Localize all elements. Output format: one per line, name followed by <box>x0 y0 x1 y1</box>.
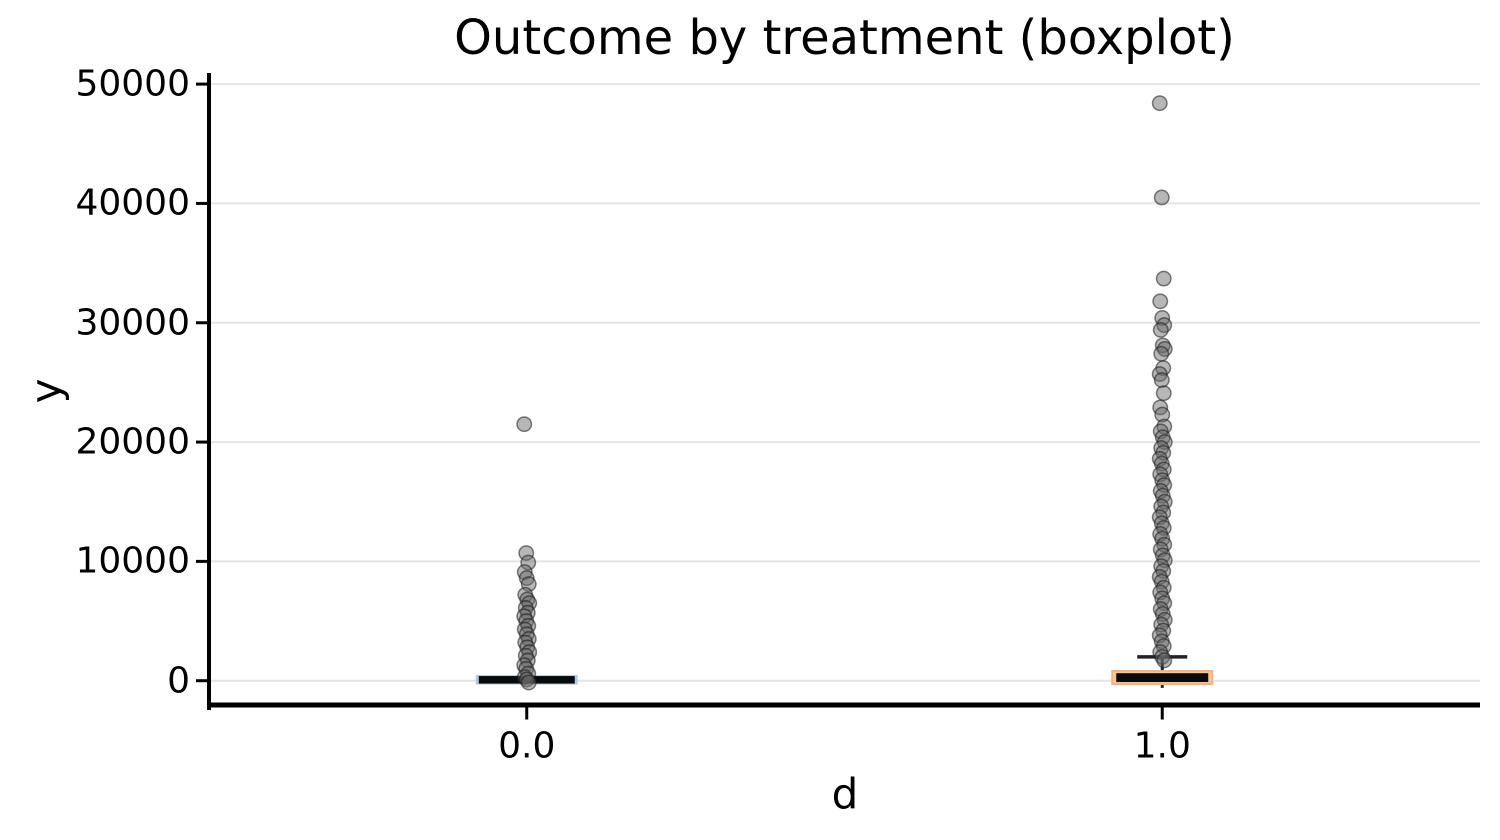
left-spine <box>207 73 211 710</box>
outlier-dot <box>1155 385 1172 402</box>
y-tick-label-10000: 10000 <box>75 540 190 582</box>
x-tick-label-0.0: 0.0 <box>498 725 556 767</box>
outlier-dot <box>520 674 537 691</box>
outlier-dot <box>520 554 537 571</box>
x-axis-label: d <box>831 769 859 819</box>
y-axis-label: y <box>21 378 71 404</box>
y-tick-label-20000: 20000 <box>75 421 190 463</box>
y-tick-label-0: 0 <box>167 660 190 702</box>
chart-title: Outcome by treatment (boxplot) <box>454 10 1235 66</box>
outlier-dot <box>1152 321 1169 338</box>
outlier-dot <box>1156 652 1173 669</box>
y-tick-label-50000: 50000 <box>75 63 190 105</box>
outlier-dot <box>1153 372 1170 388</box>
outlier-dot <box>1153 345 1170 362</box>
outlier-dot <box>1153 189 1170 206</box>
median-bar-group-1.0 <box>1116 673 1209 683</box>
y-tick-label-30000: 30000 <box>75 302 190 344</box>
outlier-dot <box>1154 406 1171 423</box>
outlier-dot <box>1151 95 1168 112</box>
median-bar-group-0.0 <box>478 676 575 684</box>
outlier-dot <box>1152 293 1169 310</box>
y-tick-label-40000: 40000 <box>75 182 190 224</box>
outlier-dot <box>518 545 535 561</box>
outlier-dot <box>1155 270 1172 287</box>
bottom-spine <box>207 702 1480 708</box>
x-tick-label-1.0: 1.0 <box>1133 725 1191 767</box>
outlier-dot <box>516 416 533 433</box>
